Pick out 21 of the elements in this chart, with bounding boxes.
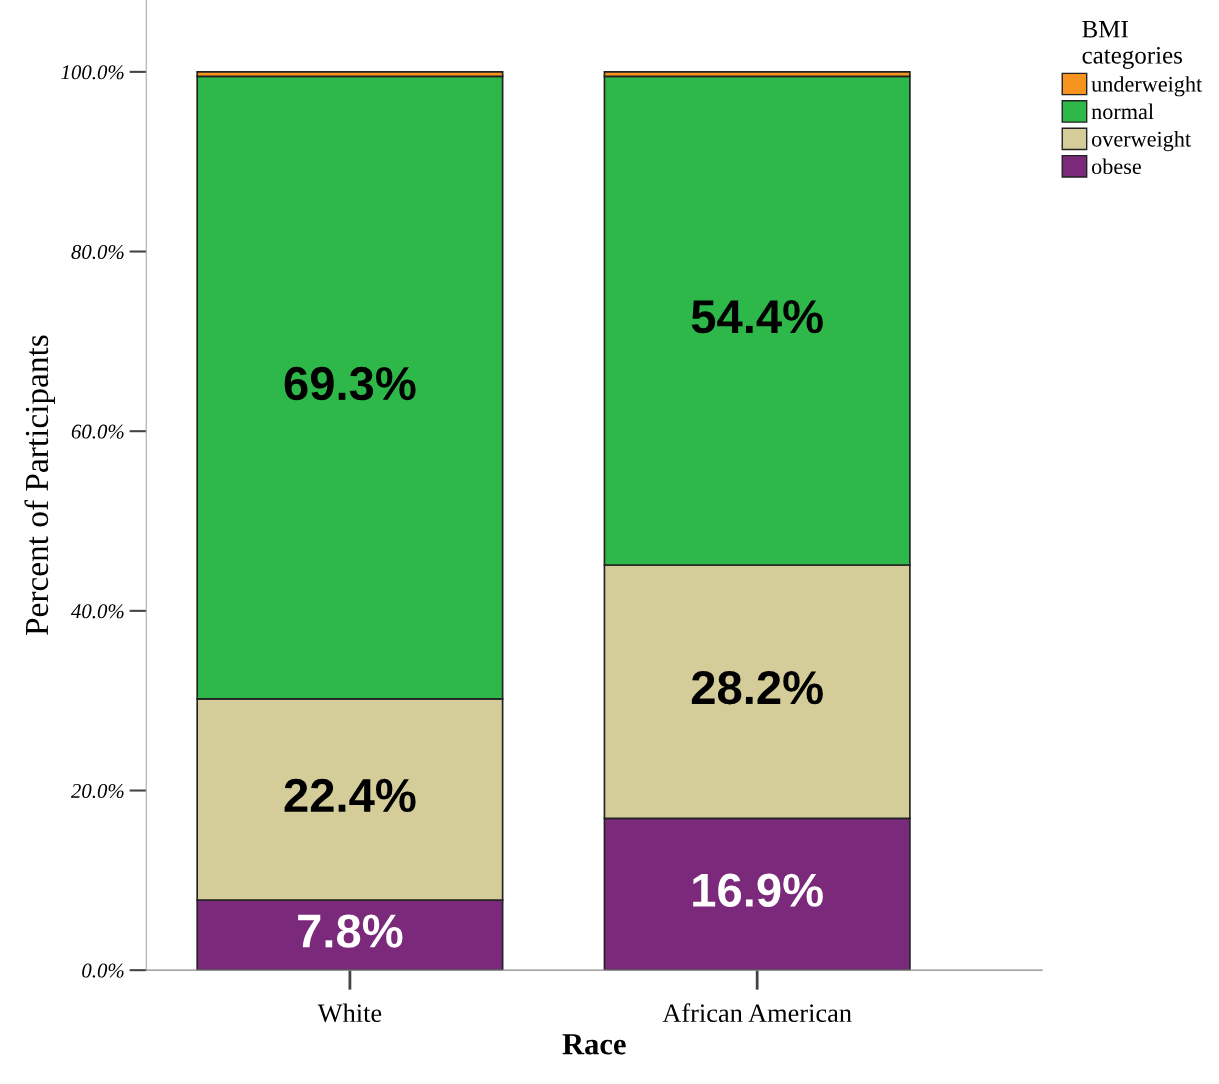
- y-tick-label: 60.0%: [71, 424, 124, 439]
- x-tick-label: African American: [662, 1003, 852, 1023]
- data-label: 22.4%: [284, 778, 416, 813]
- data-label: 7.8%: [298, 914, 403, 948]
- legend-label: overweight: [1091, 130, 1191, 152]
- data-label: 28.2%: [691, 670, 823, 705]
- y-tick-label: 100.0%: [61, 65, 124, 80]
- data-label: 54.4%: [691, 300, 823, 334]
- y-tick-label: 0.0%: [82, 963, 124, 978]
- legend-label: underweight: [1091, 76, 1203, 97]
- legend-title: BMI categories: [1082, 20, 1182, 69]
- y-axis-title: Percent of Participants: [24, 335, 55, 636]
- legend-label: obese: [1091, 158, 1141, 175]
- data-label: 16.9%: [693, 873, 823, 907]
- x-axis-title: Race: [562, 1034, 626, 1055]
- y-tick-label: 80.0%: [71, 244, 124, 260]
- legend-label: normal: [1091, 103, 1154, 120]
- y-tick-label: 40.0%: [70, 604, 124, 619]
- y-tick-label: 20.0%: [70, 783, 124, 799]
- x-tick-label: White: [317, 1003, 382, 1023]
- data-label: 69.3%: [284, 366, 416, 401]
